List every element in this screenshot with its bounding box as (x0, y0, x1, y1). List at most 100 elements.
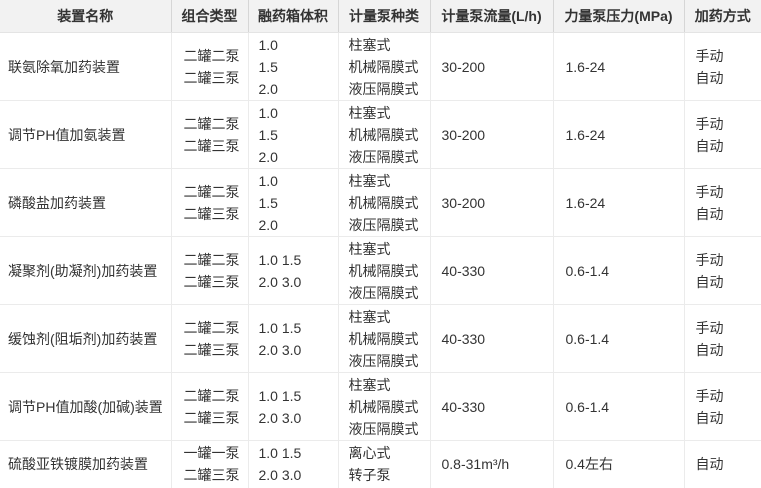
cell-line: 二罐二泵 (183, 183, 240, 200)
cell-line: 1.6-24 (565, 126, 606, 143)
table-cell: 1.6-24 (552, 168, 685, 237)
cell-line: 柱塞式 (348, 240, 391, 257)
cell-line: 机械隔膜式 (348, 126, 419, 143)
cell-line: 机械隔膜式 (348, 58, 419, 75)
cell-line: 30-200 (441, 126, 486, 143)
cell-line: 30-200 (441, 58, 486, 75)
cell-line: 二罐二泵 (183, 319, 240, 336)
table-cell: 0.6-1.4 (552, 236, 685, 305)
cell-line: 凝聚剂(助凝剂)加药装置 (8, 262, 158, 279)
table-cell: 二罐二泵 二罐三泵 (170, 304, 249, 373)
table-cell: 自动 (683, 440, 761, 488)
table-row: 硫酸亚铁镀膜加药装置 一罐一泵 二罐三泵 1.0 1.5 2.0 3.0 离心式 转子泵 0.… (0, 440, 761, 488)
cell-line: 液压隔膜式 (348, 420, 419, 437)
table-cell: 1.0 1.5 2.0 3.0 (247, 236, 339, 305)
cell-line: 手动 (695, 47, 724, 64)
cell-line: 二罐三泵 (183, 137, 240, 154)
cell-line: 1.0 1.5 (258, 387, 302, 404)
table-cell: 柱塞式 机械隔膜式 液压隔膜式 (337, 168, 431, 237)
cell-line: 0.4左右 (565, 456, 613, 473)
cell-line: 柱塞式 (348, 376, 391, 393)
table-cell: 缓蚀剂(阻垢剂)加药装置 (0, 304, 172, 373)
cell-line: 手动 (695, 387, 724, 404)
cell-line: 二罐三泵 (183, 467, 240, 484)
cell-line: 1.0 1.5 (258, 445, 302, 462)
table-cell: 1.0 1.5 2.0 (247, 100, 339, 169)
table-cell: 手动 自动 (683, 236, 761, 305)
table-cell: 二罐二泵 二罐三泵 (170, 168, 249, 237)
cell-line: 0.8-31m³/h (441, 456, 510, 473)
cell-line: 40-330 (441, 330, 486, 347)
table-cell: 磷酸盐加药装置 (0, 168, 172, 237)
cell-line: 30-200 (441, 194, 486, 211)
cell-line: 1.5 (258, 194, 278, 211)
cell-line: 1.0 1.5 (258, 319, 302, 336)
cell-line: 机械隔膜式 (348, 194, 419, 211)
table-row: 缓蚀剂(阻垢剂)加药装置 二罐二泵 二罐三泵 1.0 1.5 2.0 3.0 柱塞式机械隔… (0, 304, 761, 373)
column-header: 加药方式 (683, 0, 761, 33)
cell-line: 液压隔膜式 (348, 80, 419, 97)
table-cell: 手动 自动 (683, 100, 761, 169)
table-cell: 1.0 1.5 2.0 (247, 168, 339, 237)
cell-line: 1.6-24 (565, 58, 606, 75)
cell-line: 调节PH值加酸(加碱)装置 (8, 398, 163, 415)
table-cell: 调节PH值加氨装置 (0, 100, 172, 169)
table-cell: 二罐二泵 二罐三泵 (170, 372, 249, 441)
table-cell: 凝聚剂(助凝剂)加药装置 (0, 236, 172, 305)
cell-line: 40-330 (441, 398, 486, 415)
table-cell: 40-330 (429, 304, 554, 373)
cell-line: 机械隔膜式 (348, 262, 419, 279)
cell-line: 联氨除氧加药装置 (8, 58, 120, 75)
table-cell: 离心式 转子泵 (337, 440, 431, 488)
cell-line: 1.0 1.5 (258, 251, 302, 268)
cell-line: 液压隔膜式 (348, 148, 419, 165)
cell-line: 1.0 (258, 104, 278, 121)
cell-line: 2.0 (258, 80, 278, 97)
table-cell: 40-330 (429, 236, 554, 305)
column-header: 装置名称 (0, 0, 172, 33)
cell-line: 柱塞式 (348, 36, 391, 53)
cell-line: 二罐二泵 (183, 115, 240, 132)
cell-line: 自动 (695, 69, 724, 86)
cell-line: 柱塞式 (348, 104, 391, 121)
table-cell: 1.0 1.5 2.0 (247, 32, 339, 101)
column-header: 组合类型 (170, 0, 249, 33)
cell-line: 手动 (695, 183, 724, 200)
cell-line: 手动 (695, 115, 724, 132)
column-header: 融药箱体积 (247, 0, 339, 33)
table-cell: 一罐一泵 二罐三泵 (170, 440, 249, 488)
cell-line: 手动 (695, 319, 724, 336)
cell-line: 柱塞式 (348, 308, 391, 325)
table-row: 调节PH值加酸(加碱)装置 二罐二泵 二罐三泵 1.0 1.5 2.0 3.0 柱塞式 机械… (0, 372, 761, 441)
table-body: 联氨除氧加药装置 二罐二泵 二罐三泵 1.0 1.5 2.0 柱塞式 机械隔膜式 液压隔膜式 30… (0, 32, 761, 488)
cell-line: 1.0 (258, 172, 278, 189)
table-cell: 0.6-1.4 (552, 304, 685, 373)
cell-line: 2.0 3.0 (258, 341, 302, 358)
cell-line: 硫酸亚铁镀膜加药装置 (8, 456, 148, 473)
cell-line: 自动 (695, 409, 724, 426)
cell-line: 磷酸盐加药装置 (8, 194, 106, 211)
table-cell: 1.6-24 (552, 100, 685, 169)
cell-line: 转子泵 (348, 467, 391, 484)
cell-line: 二罐二泵 (183, 387, 240, 404)
cell-line: 2.0 (258, 148, 278, 165)
cell-line: 机械隔膜式 (348, 330, 419, 347)
cell-line: 调节PH值加氨装置 (8, 126, 126, 143)
cell-line: 二罐三泵 (183, 205, 240, 222)
cell-line: 二罐三泵 (183, 69, 240, 86)
table-cell: 30-200 (429, 32, 554, 101)
cell-line: 1.0 (258, 36, 278, 53)
cell-line: 离心式 (348, 445, 391, 462)
cell-line: 机械隔膜式 (348, 398, 419, 415)
table-cell: 0.8-31m³/h (429, 440, 554, 488)
cell-line: 液压隔膜式 (348, 284, 419, 301)
cell-line: 二罐二泵 (183, 47, 240, 64)
cell-line: 0.6-1.4 (565, 398, 610, 415)
cell-line: 液压隔膜式 (348, 352, 419, 369)
cell-line: 柱塞式 (348, 172, 391, 189)
table-row: 联氨除氧加药装置 二罐二泵 二罐三泵 1.0 1.5 2.0 柱塞式 机械隔膜式 液压隔膜式 30… (0, 32, 761, 101)
cell-line: 二罐二泵 (183, 251, 240, 268)
table-cell: 调节PH值加酸(加碱)装置 (0, 372, 172, 441)
table-cell: 柱塞式机械隔膜式液压隔膜式 (337, 32, 431, 101)
